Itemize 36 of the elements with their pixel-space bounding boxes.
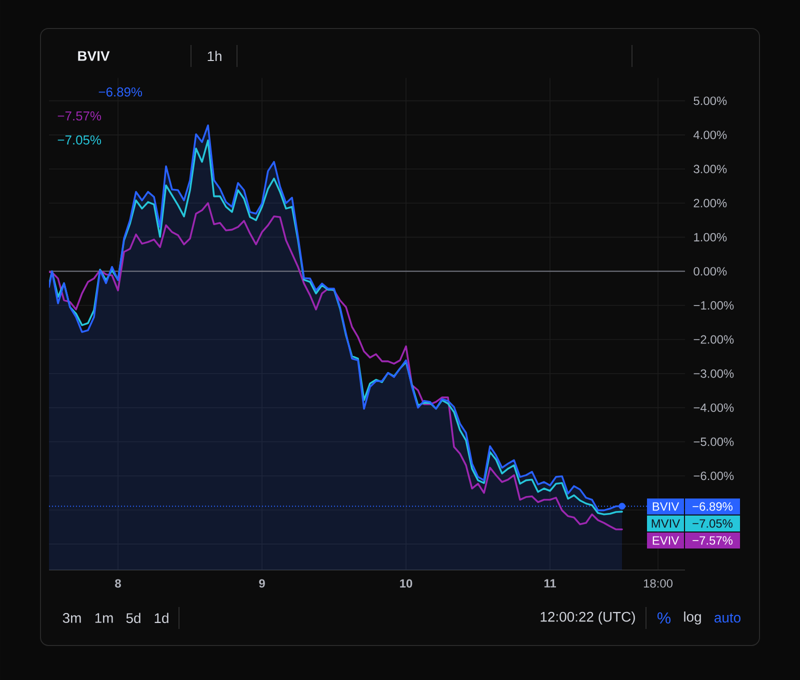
- text: 3m: [62, 613, 81, 623]
- y-tick-label: 4.00%: [693, 130, 727, 140]
- text: 5d: [126, 612, 140, 624]
- y-tick-label: −4.00%: [694, 403, 734, 412]
- legend-label: EVIV: [652, 536, 680, 545]
- chart-title: BVIV: [78, 51, 110, 61]
- annotation: −7.05%: [58, 135, 102, 145]
- y-tick-label: −3.00%: [694, 369, 734, 378]
- x-tick-label: 10: [400, 579, 412, 588]
- text: %: [657, 612, 671, 624]
- text: 1h: [208, 50, 222, 62]
- legend-label: BVIV: [652, 502, 680, 511]
- legend-label: MVIV: [652, 519, 680, 528]
- annotation: −6.89%: [98, 87, 142, 97]
- text: auto: [714, 613, 740, 623]
- text: 12:00:22 (UTC): [540, 611, 635, 624]
- x-tick-label: 8: [115, 579, 121, 588]
- y-tick-label: 3.00%: [694, 164, 727, 174]
- text: log: [684, 611, 701, 624]
- y-tick-label: 2.00%: [694, 198, 727, 208]
- text: −6.89%: [692, 502, 733, 511]
- text: 1m: [95, 613, 113, 623]
- y-tick-label: 1.00%: [694, 232, 727, 242]
- text: −7.57%: [692, 536, 733, 545]
- y-tick-label: −2.00%: [694, 335, 734, 344]
- x-tick-label: 18:00: [644, 579, 673, 588]
- y-tick-label: −1.00%: [694, 301, 734, 310]
- text: −7.05%: [692, 519, 733, 528]
- y-tick-label: 5.00%: [694, 96, 727, 106]
- y-tick-label: 0.00%: [694, 267, 727, 276]
- text: 1d: [154, 612, 168, 624]
- annotation: −7.57%: [58, 111, 102, 121]
- y-tick-label: −5.00%: [694, 438, 734, 446]
- x-tick-label: 11: [544, 579, 556, 588]
- x-tick-label: 9: [259, 579, 265, 588]
- y-tick-label: −6.00%: [694, 472, 734, 480]
